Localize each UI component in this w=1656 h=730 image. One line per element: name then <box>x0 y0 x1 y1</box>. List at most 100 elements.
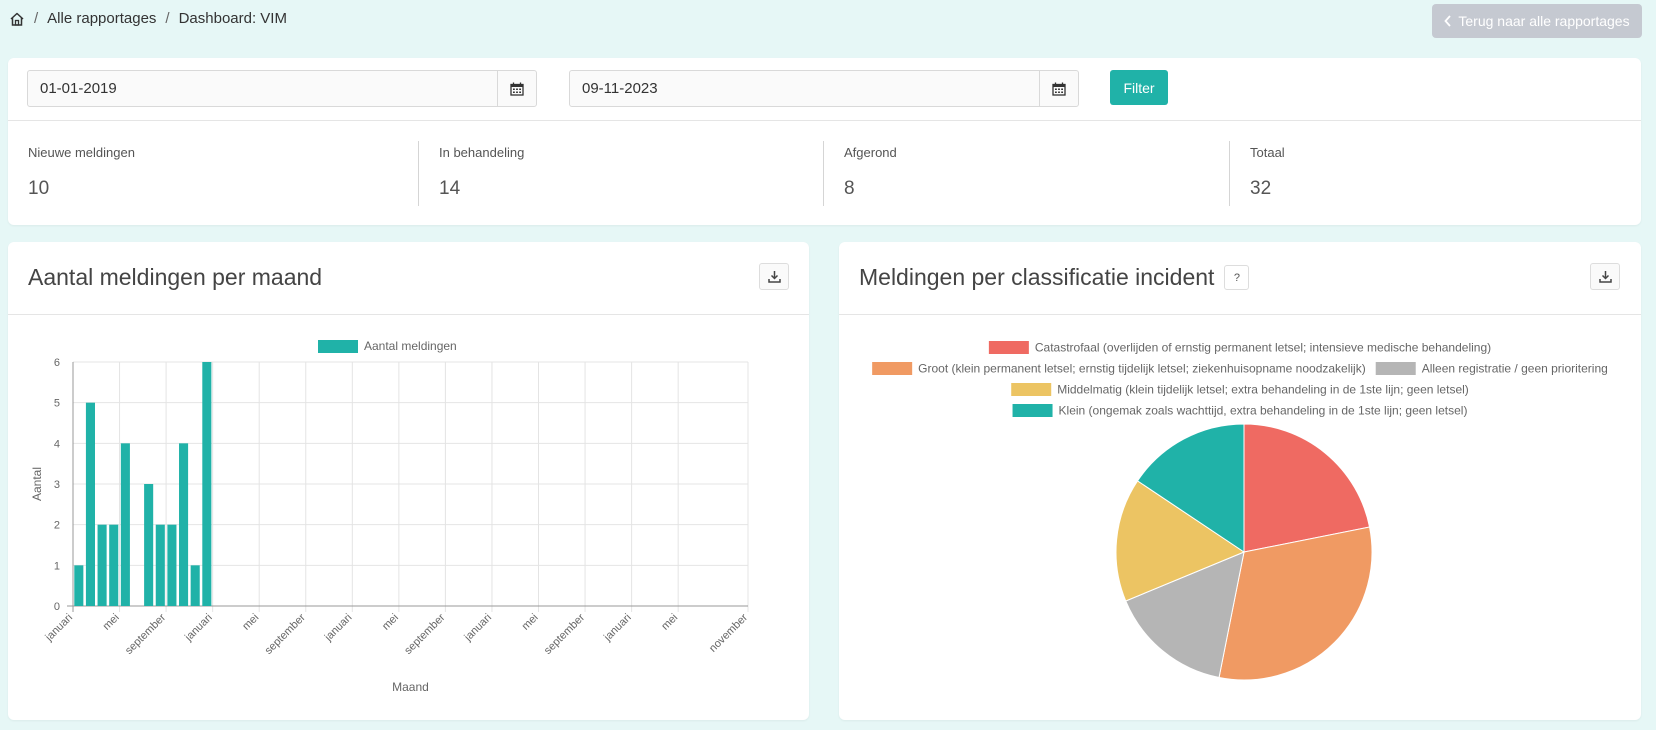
bar[interactable] <box>74 565 84 606</box>
end-date-input[interactable]: 09-11-2023 <box>582 80 658 97</box>
pie-panel-title: Meldingen per classificatie incident <box>859 264 1215 290</box>
stats-row: Nieuwe meldingen 10 In behandeling 14 Af… <box>8 121 1641 225</box>
pie-slice[interactable] <box>1243 423 1371 553</box>
download-icon <box>1598 271 1612 283</box>
classification-panel: Meldingen per classificatie incident ? C… <box>839 242 1641 720</box>
help-button[interactable]: ? <box>1224 265 1250 290</box>
bar[interactable] <box>179 443 189 606</box>
y-tick-label: 0 <box>54 601 60 613</box>
x-tick-label: januari <box>182 612 215 645</box>
pie-download-button[interactable] <box>1590 263 1620 290</box>
start-date-calendar-button[interactable] <box>497 71 536 106</box>
legend-label: Aantal meldingen <box>364 339 457 353</box>
x-tick-label: januari <box>601 612 634 645</box>
bar[interactable] <box>109 524 119 606</box>
stat-value: 8 <box>844 178 855 199</box>
stat-value: 14 <box>439 178 461 199</box>
legend-label: Middelmatig (klein tijdelijk letsel; ext… <box>1057 383 1469 397</box>
breadcrumb-separator: / <box>34 10 39 27</box>
y-axis-title: Aantal <box>30 467 44 501</box>
bar[interactable] <box>120 443 130 606</box>
breadcrumb-item-dashboard: Dashboard: VIM <box>178 10 287 27</box>
legend-item[interactable]: Alleen registratie / geen prioritering <box>1375 362 1608 376</box>
bar-download-button[interactable] <box>759 263 789 290</box>
y-tick-label: 5 <box>54 398 60 410</box>
y-tick-label: 3 <box>54 479 60 491</box>
x-tick-label: januari <box>322 612 355 645</box>
bar[interactable] <box>85 402 95 606</box>
filter-button[interactable]: Filter <box>1110 70 1168 105</box>
pie-slice[interactable] <box>1218 526 1373 681</box>
legend-item[interactable]: Middelmatig (klein tijdelijk letsel; ext… <box>1011 383 1469 397</box>
stat-total: Totaal 32 <box>1229 141 1641 206</box>
bar[interactable] <box>155 524 165 606</box>
filter-card: 01-01-2019 09-11-2023 <box>8 58 1641 225</box>
monthly-reports-panel: Aantal meldingen per maand Aantal meldin… <box>8 242 809 720</box>
bar[interactable] <box>167 524 177 606</box>
bar[interactable] <box>97 524 107 606</box>
legend-item[interactable]: Klein (ongemak zoals wachttijd, extra be… <box>1012 404 1468 418</box>
stat-value: 10 <box>28 178 50 199</box>
calendar-icon <box>510 82 524 96</box>
legend-label: Klein (ongemak zoals wachttijd, extra be… <box>1059 404 1468 418</box>
panel-header: Meldingen per classificatie incident ? <box>839 242 1641 315</box>
x-tick-label: januari <box>43 612 76 645</box>
pie-slice[interactable] <box>1115 480 1246 602</box>
legend-label: Alleen registratie / geen prioritering <box>1422 362 1608 376</box>
breadcrumb: / Alle rapportages / Dashboard: VIM <box>9 10 287 27</box>
stat-label: Afgerond <box>844 145 897 160</box>
legend-item[interactable]: Catastrofaal (overlijden of ernstig perm… <box>988 341 1491 355</box>
x-tick-label: mei <box>380 612 401 633</box>
x-tick-label: mei <box>659 612 680 633</box>
end-date-calendar-button[interactable] <box>1039 71 1078 106</box>
x-tick-label: november <box>707 611 750 654</box>
x-tick-label: september <box>402 611 447 656</box>
x-tick-label: september <box>123 611 168 656</box>
download-icon <box>767 271 781 283</box>
bar[interactable] <box>144 484 154 606</box>
filter-row: 01-01-2019 09-11-2023 <box>8 58 1641 121</box>
start-date-picker: 01-01-2019 <box>27 70 537 107</box>
y-tick-label: 2 <box>54 520 60 532</box>
home-icon[interactable] <box>9 11 25 27</box>
stat-label: In behandeling <box>439 145 525 160</box>
bar-panel-title: Aantal meldingen per maand <box>28 264 323 290</box>
pie-chart: Catastrofaal (overlijden of ernstig perm… <box>872 341 1608 681</box>
bar[interactable] <box>190 565 200 606</box>
panel-title: Meldingen per classificatie incident ? <box>859 264 1250 291</box>
legend-swatch <box>1012 404 1053 417</box>
end-date-picker: 09-11-2023 <box>569 70 1079 107</box>
stat-in-progress: In behandeling 14 <box>418 141 823 206</box>
x-tick-label: mei <box>240 612 261 633</box>
legend-label: Catastrofaal (overlijden of ernstig perm… <box>1035 341 1491 355</box>
stat-new: Nieuwe meldingen 10 <box>8 141 418 206</box>
x-tick-label: januari <box>462 612 495 645</box>
breadcrumb-item-reports[interactable]: Alle rapportages <box>47 10 157 27</box>
x-axis-title: Maand <box>392 680 429 694</box>
back-to-reports-button[interactable]: Terug naar alle rapportages <box>1432 4 1642 38</box>
y-tick-label: 6 <box>54 357 60 369</box>
panel-title: Aantal meldingen per maand <box>28 264 322 291</box>
legend-swatch <box>988 341 1029 354</box>
start-date-input[interactable]: 01-01-2019 <box>40 80 117 97</box>
pie-slice[interactable] <box>1136 423 1245 553</box>
legend-item[interactable]: Groot (klein permanent letsel; ernstig t… <box>872 362 1366 376</box>
stat-value: 32 <box>1250 178 1272 199</box>
back-button-label: Terug naar alle rapportages <box>1458 13 1630 29</box>
legend-swatch <box>1011 383 1052 396</box>
stat-label: Nieuwe meldingen <box>28 145 135 160</box>
y-tick-label: 4 <box>54 438 60 450</box>
bar[interactable] <box>202 362 212 606</box>
calendar-icon <box>1052 82 1066 96</box>
stat-completed: Afgerond 8 <box>823 141 1229 206</box>
legend-item[interactable]: Aantal meldingen <box>318 339 457 353</box>
pie-slice[interactable] <box>1125 551 1245 679</box>
x-tick-label: mei <box>101 612 122 633</box>
panel-header: Aantal meldingen per maand <box>8 242 809 315</box>
chevron-left-icon <box>1444 15 1452 27</box>
top-bar: / Alle rapportages / Dashboard: VIM Teru… <box>0 0 1656 40</box>
legend-swatch <box>872 362 913 375</box>
x-tick-label: september <box>542 611 587 656</box>
legend-swatch <box>1375 362 1416 375</box>
